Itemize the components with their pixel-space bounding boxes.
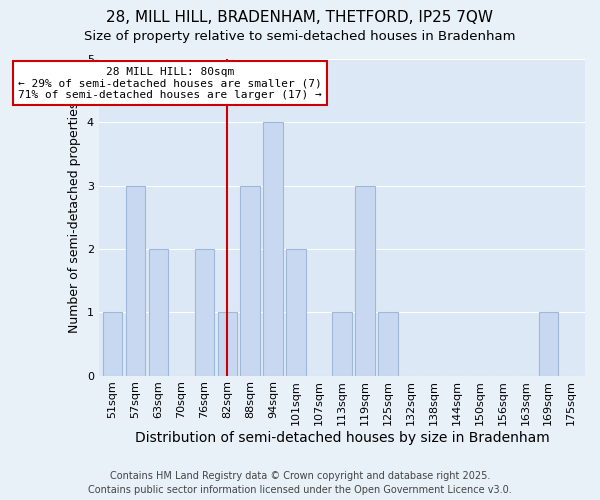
Text: Contains HM Land Registry data © Crown copyright and database right 2025.
Contai: Contains HM Land Registry data © Crown c… xyxy=(88,471,512,495)
Bar xyxy=(103,312,122,376)
Text: 28, MILL HILL, BRADENHAM, THETFORD, IP25 7QW: 28, MILL HILL, BRADENHAM, THETFORD, IP25… xyxy=(107,10,493,25)
Bar xyxy=(149,249,168,376)
Bar xyxy=(332,312,352,376)
X-axis label: Distribution of semi-detached houses by size in Bradenham: Distribution of semi-detached houses by … xyxy=(134,431,550,445)
Bar xyxy=(378,312,398,376)
Bar xyxy=(286,249,306,376)
Bar xyxy=(194,249,214,376)
Bar xyxy=(355,186,374,376)
Text: Size of property relative to semi-detached houses in Bradenham: Size of property relative to semi-detach… xyxy=(84,30,516,43)
Bar xyxy=(218,312,237,376)
Bar xyxy=(241,186,260,376)
Text: 28 MILL HILL: 80sqm
← 29% of semi-detached houses are smaller (7)
71% of semi-de: 28 MILL HILL: 80sqm ← 29% of semi-detach… xyxy=(18,66,322,100)
Bar xyxy=(126,186,145,376)
Bar xyxy=(539,312,558,376)
Bar xyxy=(263,122,283,376)
Y-axis label: Number of semi-detached properties: Number of semi-detached properties xyxy=(68,102,82,333)
